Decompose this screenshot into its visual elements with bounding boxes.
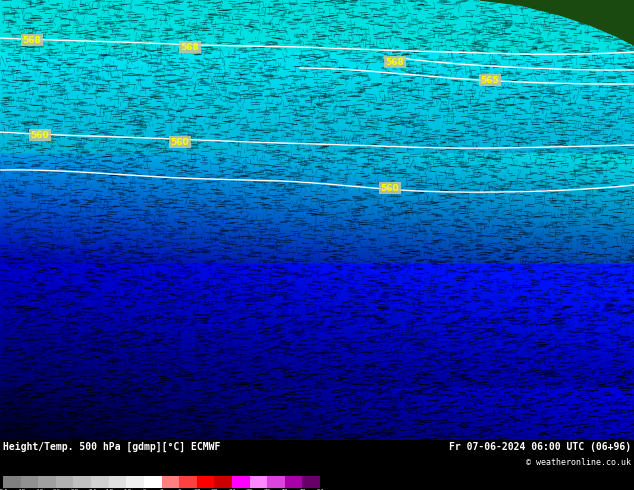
Text: -6: -6 xyxy=(140,489,148,490)
Bar xyxy=(3,476,21,488)
Text: -18: -18 xyxy=(103,489,114,490)
Bar xyxy=(144,476,162,488)
Text: 0: 0 xyxy=(160,489,164,490)
Text: 568: 568 xyxy=(23,35,41,45)
Text: 560: 560 xyxy=(171,138,190,147)
Text: -42: -42 xyxy=(32,489,44,490)
Bar xyxy=(38,476,56,488)
Text: 565: 565 xyxy=(481,75,500,84)
Bar xyxy=(267,476,285,488)
Bar xyxy=(126,476,144,488)
Bar xyxy=(162,476,179,488)
Text: © weatheronline.co.uk: © weatheronline.co.uk xyxy=(526,458,631,467)
Bar xyxy=(74,476,91,488)
Bar xyxy=(91,476,108,488)
Text: 560: 560 xyxy=(30,130,49,140)
Bar xyxy=(197,476,214,488)
Text: 30: 30 xyxy=(246,489,254,490)
Bar xyxy=(108,476,126,488)
Text: -30: -30 xyxy=(68,489,79,490)
Bar xyxy=(214,476,232,488)
Text: 560: 560 xyxy=(380,184,399,193)
Text: -24: -24 xyxy=(86,489,96,490)
Text: -12: -12 xyxy=(120,489,132,490)
Bar xyxy=(285,476,302,488)
Text: -54: -54 xyxy=(0,489,9,490)
Text: Height/Temp. 500 hPa [gdmp][°C] ECMWF: Height/Temp. 500 hPa [gdmp][°C] ECMWF xyxy=(3,442,221,452)
Bar xyxy=(56,476,74,488)
Text: 54: 54 xyxy=(316,489,324,490)
Polygon shape xyxy=(480,0,634,45)
Text: -48: -48 xyxy=(15,489,26,490)
Text: 36: 36 xyxy=(263,489,271,490)
Text: 568: 568 xyxy=(385,57,404,67)
Text: 42: 42 xyxy=(281,489,288,490)
Text: 24: 24 xyxy=(228,489,236,490)
Bar xyxy=(232,476,250,488)
Text: 48: 48 xyxy=(299,489,306,490)
Text: -36: -36 xyxy=(50,489,61,490)
Bar xyxy=(302,476,320,488)
Text: 12: 12 xyxy=(193,489,200,490)
Bar xyxy=(250,476,267,488)
Text: 568: 568 xyxy=(181,43,199,51)
Text: 18: 18 xyxy=(210,489,218,490)
Text: Fr 07-06-2024 06:00 UTC (06+96): Fr 07-06-2024 06:00 UTC (06+96) xyxy=(449,442,631,452)
Text: 6: 6 xyxy=(178,489,181,490)
Bar xyxy=(21,476,38,488)
Bar xyxy=(179,476,197,488)
